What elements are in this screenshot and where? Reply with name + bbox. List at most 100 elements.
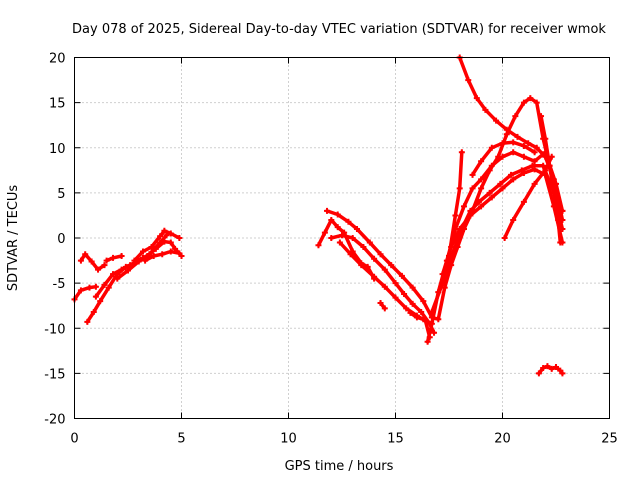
data-point — [161, 227, 168, 234]
data-series — [114, 238, 185, 282]
data-point — [110, 254, 117, 261]
data-point — [452, 212, 459, 219]
data-point — [488, 194, 495, 201]
data-point — [439, 280, 446, 287]
data-series — [446, 149, 465, 260]
data-point — [473, 95, 480, 102]
series-line — [457, 55, 565, 222]
data-series — [131, 227, 183, 264]
data-point — [336, 239, 343, 246]
data-series — [328, 232, 438, 336]
y-tick-label: -5 — [53, 277, 66, 292]
y-tick-label: 15 — [49, 97, 66, 112]
y-tick-label: -10 — [44, 322, 65, 337]
data-point — [92, 283, 99, 290]
y-tick-label: 20 — [49, 52, 66, 67]
data-point — [478, 176, 485, 183]
data-point — [105, 284, 112, 291]
data-point — [460, 203, 467, 210]
data-point — [540, 162, 547, 169]
data-series — [377, 299, 388, 312]
data-point — [101, 262, 108, 269]
data-point — [377, 251, 384, 258]
data-series — [538, 113, 564, 246]
data-point — [131, 257, 138, 264]
data-point — [161, 238, 168, 245]
data-point — [366, 239, 373, 246]
y-axis-label: SDTVAR / TECUs — [6, 185, 21, 292]
data-point — [150, 253, 157, 260]
data-point — [167, 230, 174, 237]
data-point — [345, 218, 352, 225]
data-point — [456, 225, 463, 232]
data-point — [508, 171, 515, 178]
data-point — [334, 211, 341, 218]
data-point — [371, 255, 378, 262]
series-line — [539, 114, 563, 245]
data-point — [377, 299, 384, 306]
data-point — [328, 216, 335, 223]
data-point — [401, 290, 408, 297]
data-point — [548, 365, 555, 372]
data-point — [371, 273, 378, 280]
data-point — [555, 216, 562, 223]
series-line — [502, 155, 554, 240]
data-series — [407, 309, 427, 323]
data-point — [510, 149, 517, 156]
data-point — [403, 305, 410, 312]
data-series — [469, 139, 538, 178]
data-point — [542, 167, 549, 174]
data-point — [527, 95, 534, 102]
data-point — [520, 170, 527, 177]
data-series — [142, 248, 183, 264]
data-point — [315, 242, 322, 249]
data-point — [398, 272, 405, 279]
x-axis-label: GPS time / hours — [285, 459, 394, 474]
data-point — [82, 251, 89, 258]
y-tick-label: 5 — [57, 187, 65, 202]
data-point — [488, 162, 495, 169]
data-point — [499, 185, 506, 192]
data-series — [336, 239, 433, 341]
y-tick-label: 0 — [57, 232, 65, 247]
data-point — [520, 153, 527, 160]
data-point — [540, 364, 547, 371]
data-point — [420, 298, 427, 305]
data-series — [424, 149, 566, 345]
data-point — [101, 281, 108, 288]
data-series — [535, 363, 566, 377]
data-point — [324, 207, 331, 214]
x-tick-label: 15 — [387, 432, 404, 447]
data-point — [428, 309, 435, 316]
data-point — [321, 229, 328, 236]
data-point — [167, 239, 174, 246]
data-point — [358, 262, 365, 269]
data-point — [409, 284, 416, 291]
x-tick-label: 25 — [601, 432, 618, 447]
y-tick-label: 10 — [49, 142, 66, 157]
data-point — [392, 294, 399, 301]
data-point — [90, 309, 97, 316]
data-point — [77, 257, 84, 264]
data-point — [360, 244, 367, 251]
data-point — [557, 239, 564, 246]
chart-title: Day 078 of 2025, Sidereal Day-to-day VTE… — [72, 22, 606, 37]
data-point — [334, 224, 341, 231]
series-line — [425, 150, 565, 344]
data-point — [435, 316, 442, 323]
data-point — [559, 370, 566, 377]
data-point — [535, 370, 542, 377]
data-point — [469, 185, 476, 192]
data-point — [95, 266, 102, 273]
data-point — [499, 140, 506, 147]
data-point — [482, 106, 489, 113]
data-point — [475, 198, 482, 205]
data-point — [139, 248, 146, 255]
data-point — [157, 233, 164, 240]
data-point — [420, 316, 427, 323]
data-point — [478, 158, 485, 165]
y-tick-label: -20 — [44, 413, 65, 428]
data-series — [456, 54, 566, 223]
data-point — [488, 144, 495, 151]
data-point — [88, 258, 95, 265]
